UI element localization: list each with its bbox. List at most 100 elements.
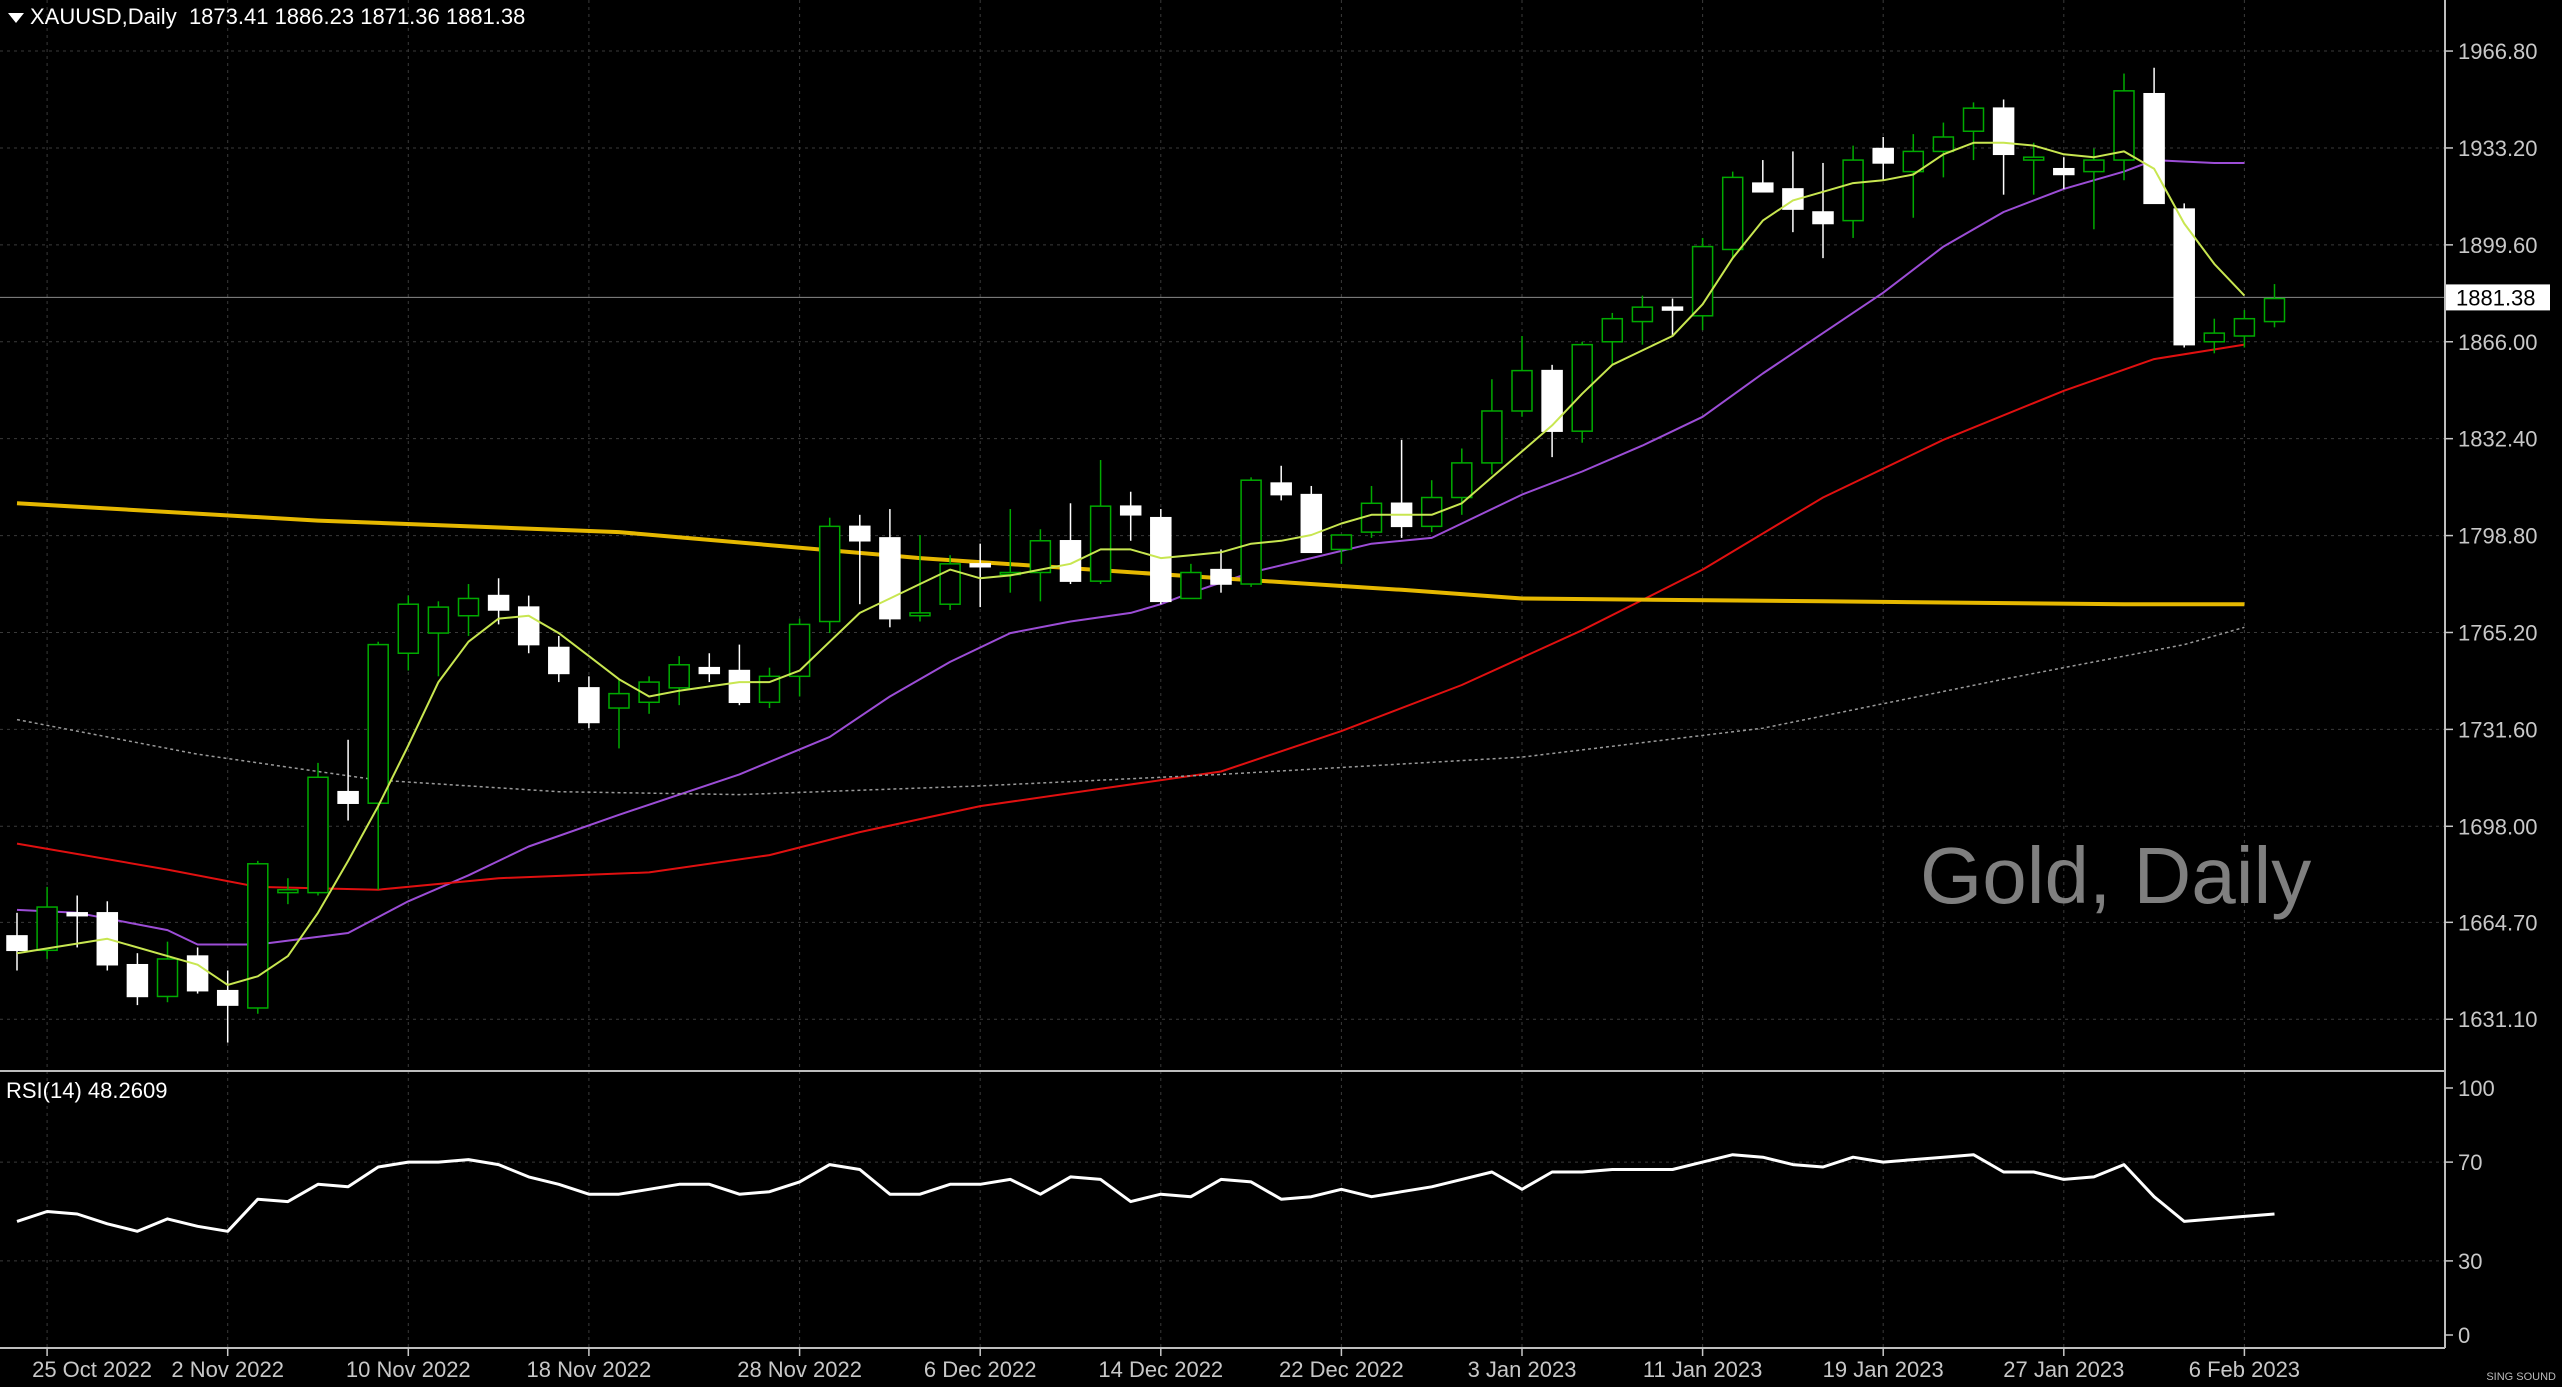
candle-body (277, 888, 299, 894)
candle-body (1210, 568, 1232, 585)
ohlc-values: 1873.41 1886.23 1871.36 1881.38 (188, 4, 526, 29)
time-tick-label: 10 Nov 2022 (346, 1357, 471, 1382)
price-tick-label: 1631.10 (2458, 1007, 2538, 1032)
candle-body (1240, 479, 1262, 585)
price-tick-label: 1731.60 (2458, 717, 2538, 742)
candle-body (247, 863, 269, 1009)
candle-body (307, 776, 329, 894)
candle-body (1992, 107, 2015, 156)
candle-body (909, 612, 931, 617)
candle-body (2233, 317, 2256, 337)
candle-body (1481, 410, 1503, 464)
candle-body (457, 597, 480, 617)
last-price-label: 1881.38 (2456, 285, 2536, 310)
candle-body (1932, 136, 1955, 153)
candle-body (698, 666, 721, 675)
rsi-tick-label: 70 (2458, 1150, 2482, 1175)
rsi-label: RSI(14) 48.2609 (6, 1078, 168, 1103)
candle-body (1902, 150, 1925, 173)
time-tick-label: 18 Nov 2022 (527, 1357, 652, 1382)
candle-body (1631, 306, 1654, 323)
candle-body (427, 606, 450, 634)
candle-body (186, 955, 209, 992)
candle-body (1691, 245, 1714, 317)
time-tick-label: 11 Jan 2023 (1643, 1357, 1762, 1382)
moving-average-sma5 (16, 141, 2246, 986)
candle-body (668, 664, 690, 689)
candle-body (1842, 159, 1864, 222)
price-tick-label: 1664.70 (2458, 910, 2538, 935)
candle-body (487, 594, 510, 611)
candle-body (126, 963, 149, 998)
candle-body (1721, 176, 1744, 251)
price-tick-label: 1933.20 (2458, 136, 2538, 161)
candle-body (6, 935, 28, 952)
price-tick-label: 1765.20 (2458, 620, 2538, 645)
candle-body (1089, 505, 1112, 582)
rsi-tick-label: 30 (2458, 1249, 2482, 1274)
rsi-line (16, 1153, 2275, 1233)
time-axis[interactable]: 25 Oct 2022 2 Nov 2022 10 Nov 2022 18 Nov 2… (32, 1348, 2300, 1382)
candle-body (1872, 147, 1894, 164)
candle-body (969, 563, 991, 568)
chart-header: XAUUSD,Daily 1873.41 1886.23 1871.36 188… (8, 4, 525, 30)
candle-body (156, 958, 179, 998)
candle-body (517, 606, 540, 646)
moving-average-sma100 (16, 501, 2245, 607)
time-tick-label: 2 Nov 2022 (171, 1357, 284, 1382)
time-tick-label: 14 Dec 2022 (1098, 1357, 1223, 1382)
candle-body (1180, 571, 1202, 600)
candle-body (788, 623, 811, 678)
price-tick-label: 1899.60 (2458, 233, 2538, 258)
candle-body (578, 687, 600, 724)
candle-body (2022, 156, 2045, 161)
candle-body (1541, 369, 1563, 432)
rsi-axis[interactable]: 100 70 30 0 (2445, 1076, 2495, 1348)
candle-body (638, 681, 660, 704)
moving-averages-front (16, 141, 2246, 986)
candle-body (879, 537, 901, 620)
rsi-tick-label: 0 (2458, 1323, 2470, 1348)
time-tick-label: 25 Oct 2022 (32, 1357, 152, 1382)
time-tick-label: 22 Dec 2022 (1279, 1357, 1404, 1382)
logo: SING SOUND (2486, 1371, 2556, 1383)
candle-body (36, 906, 58, 952)
moving-average-sma50 (16, 343, 2245, 891)
rsi-tick-label: 100 (2458, 1076, 2495, 1101)
candlesticks (6, 67, 2286, 1043)
chart-frame (0, 0, 2446, 1349)
candle-body (1511, 369, 1533, 412)
candle-body (2263, 297, 2286, 323)
price-tick-label: 1798.80 (2458, 524, 2538, 549)
last-price-box (2446, 284, 2550, 311)
candle-body (2143, 92, 2165, 205)
watermark: Gold, Daily (1920, 831, 2312, 920)
moving-average-sma20 (16, 159, 2245, 946)
price-axis[interactable]: 1966.80 1933.20 1899.60 1866.00 1832.40 1798.… (2445, 39, 2550, 1032)
candle-body (1059, 540, 1082, 582)
price-tick-label: 1966.80 (2458, 39, 2538, 64)
candle-body (1029, 540, 1052, 574)
candle-body (1119, 505, 1142, 516)
candle-body (1150, 516, 1172, 603)
candle-body (548, 646, 570, 675)
candle-body (2083, 159, 2105, 173)
candle-body (216, 989, 239, 1006)
candle-body (2053, 167, 2075, 176)
candle-body (1270, 482, 1292, 496)
price-tick-label: 1698.00 (2458, 814, 2538, 839)
candle-body (66, 912, 88, 917)
candle-body (1330, 534, 1353, 551)
rsi-line (16, 1153, 2275, 1233)
candle-body (728, 669, 751, 704)
dropdown-triangle-icon[interactable] (8, 13, 24, 24)
candle-body (849, 525, 871, 542)
candle-body (939, 563, 961, 605)
candle-body (1661, 306, 1684, 311)
candle-body (1451, 462, 1473, 499)
candle-body (397, 603, 420, 654)
candle-body (1300, 493, 1323, 554)
price-tick-label: 1832.40 (2458, 427, 2538, 452)
moving-average-sma200 (16, 626, 2245, 796)
